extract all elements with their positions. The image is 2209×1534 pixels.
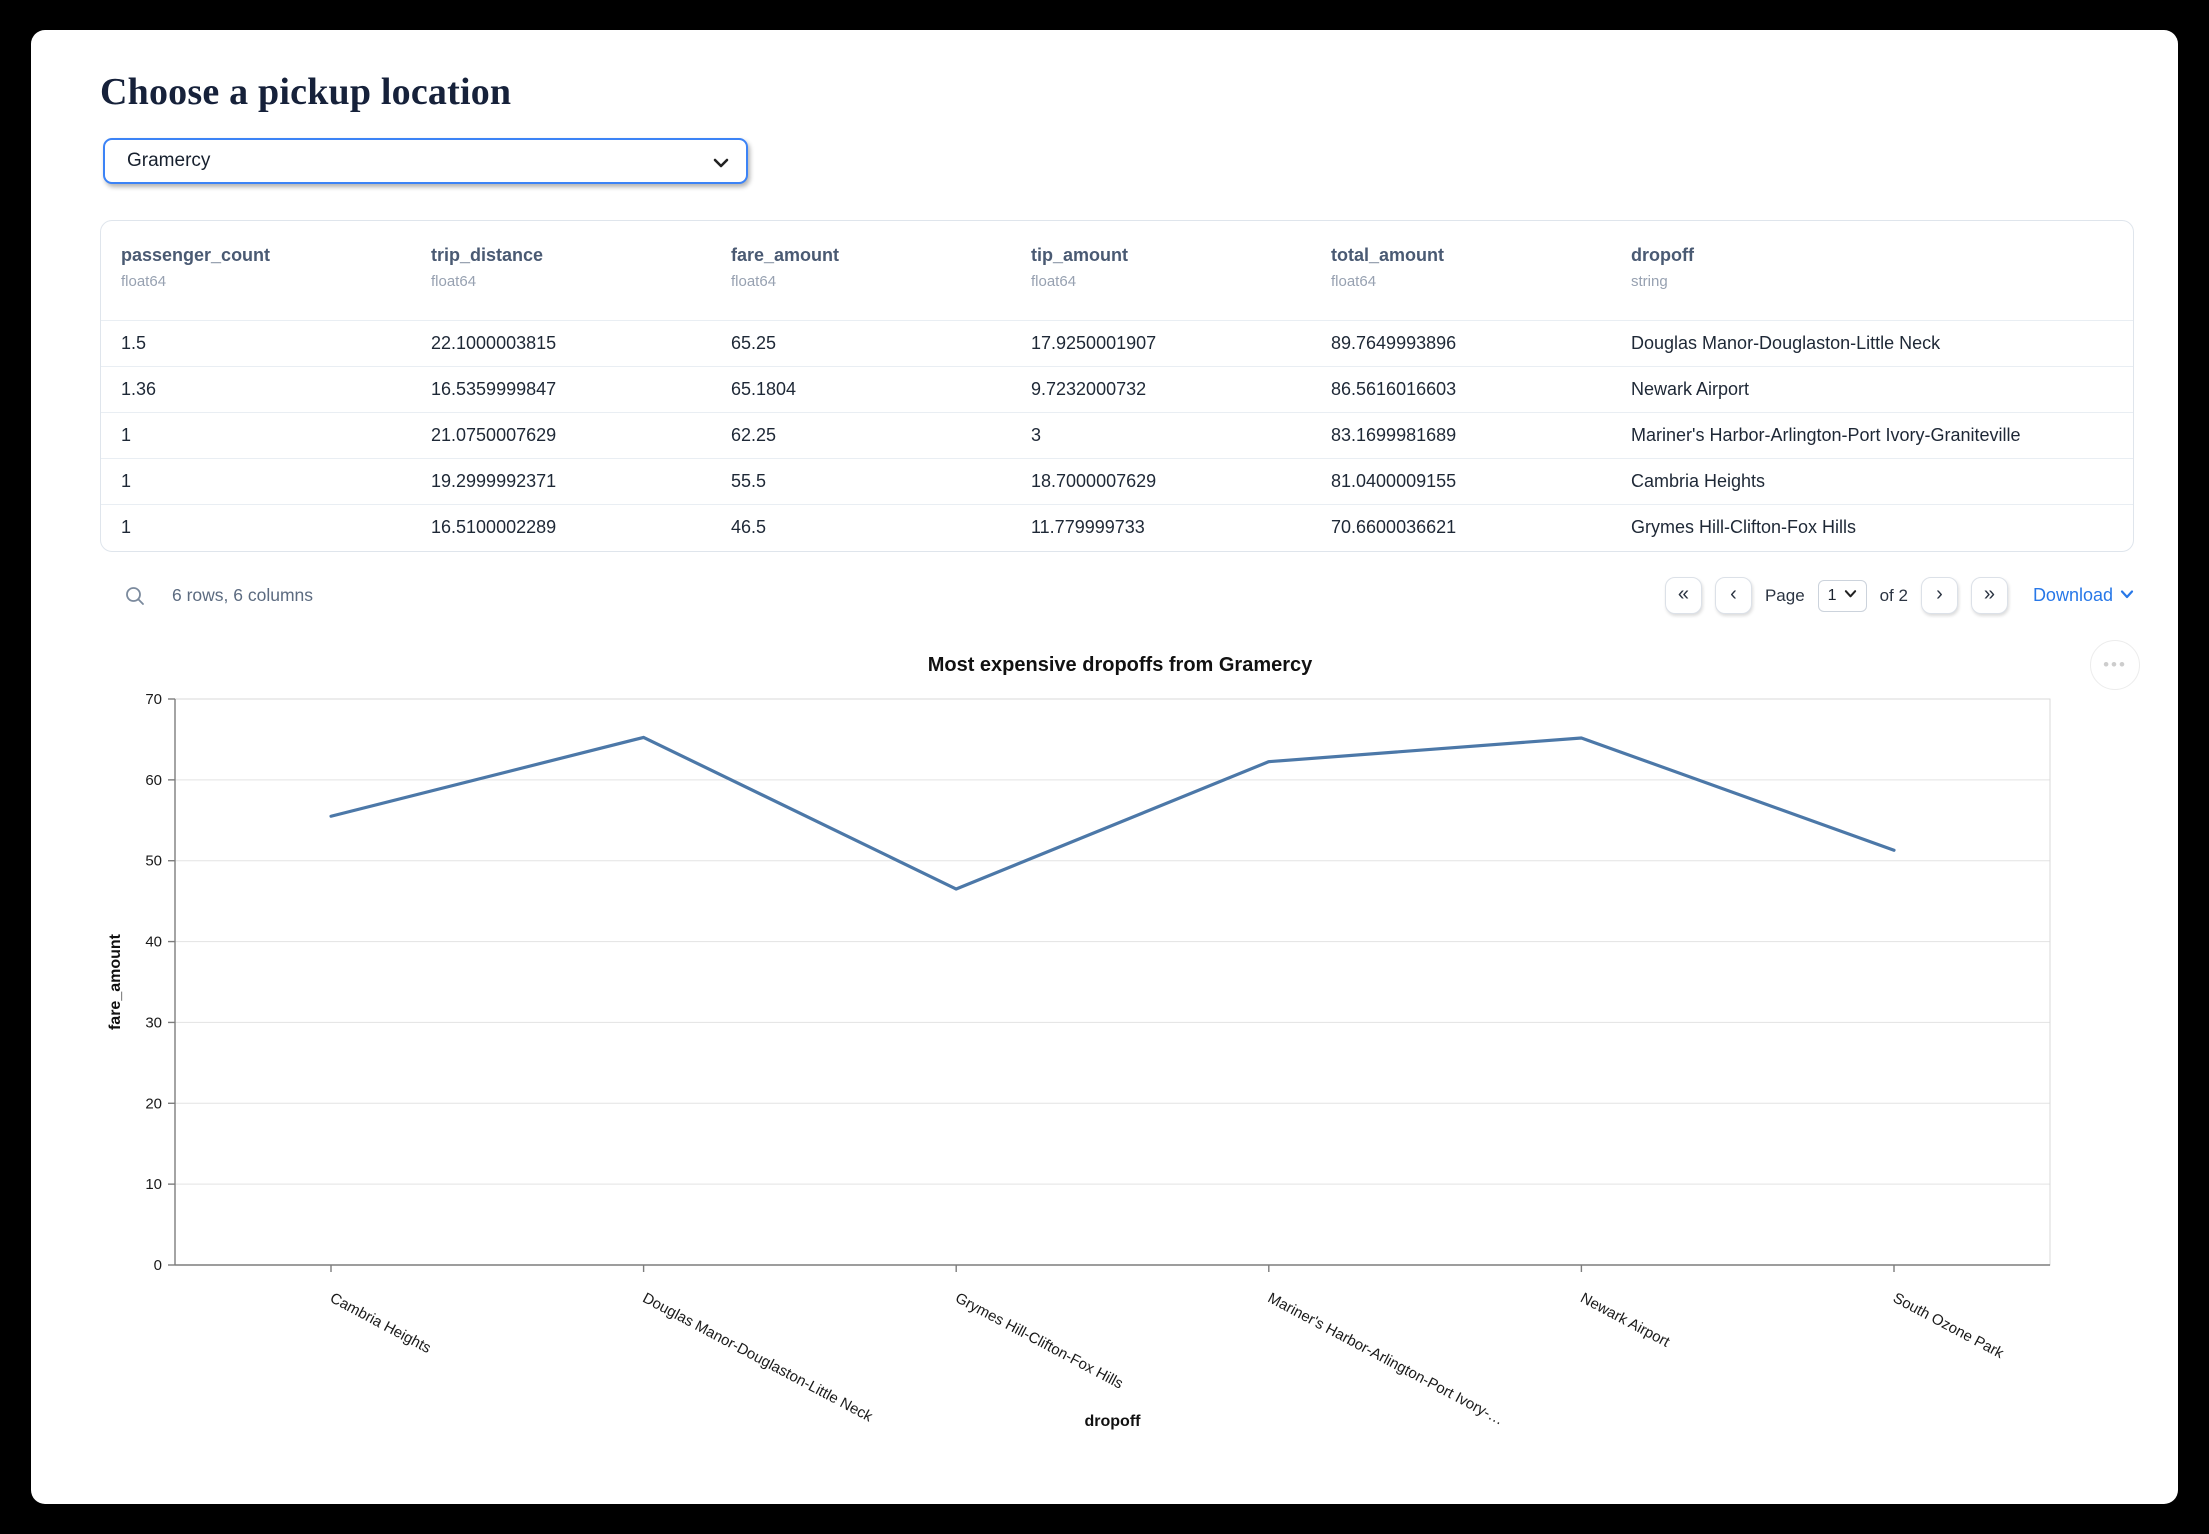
last-page-button[interactable]: »: [1970, 577, 2008, 614]
chart-section: Most expensive dropoffs from Gramercy ••…: [31, 639, 2178, 1472]
table-cell: Cambria Heights: [1631, 471, 1766, 491]
svg-text:Mariner's Harbor-Arlington-Por: Mariner's Harbor-Arlington-Port Ivory-…: [1265, 1289, 1507, 1428]
column-header-tip_amount[interactable]: tip_amount float64: [1011, 221, 1311, 321]
column-name: fare_amount: [731, 245, 840, 265]
svg-text:Douglas Manor-Douglaston-Littl: Douglas Manor-Douglaston-Little Neck: [640, 1289, 876, 1425]
table-cell: 1: [121, 471, 132, 491]
svg-text:40: 40: [145, 933, 162, 950]
table-row: 1.36 16.5359999847 65.1804 9.7232000732 86.5…: [101, 366, 2133, 413]
column-header-total_amount[interactable]: total_amount float64: [1311, 221, 1611, 321]
page-count-label: of 2: [1879, 585, 1908, 605]
column-header-fare_amount[interactable]: fare_amount float64: [711, 221, 1011, 321]
svg-text:10: 10: [145, 1176, 162, 1193]
table-body: 1.5 22.1000003815 65.25 17.9250001907 89.764…: [101, 320, 2133, 551]
table-row: 1 21.0750007629 62.25 3 83.1699981689 Mariner…: [101, 412, 2133, 459]
svg-text:Cambria Heights: Cambria Heights: [327, 1289, 434, 1356]
table-cell: 55.5: [731, 471, 767, 491]
column-dtype: float64: [731, 273, 777, 290]
table-cell: 21.0750007629: [431, 425, 557, 445]
prev-page-button[interactable]: ‹: [1714, 577, 1752, 614]
page-number-value: 1: [1827, 586, 1837, 604]
table-cell: 65.25: [731, 333, 777, 353]
table-cell: 62.25: [731, 425, 777, 445]
table-cell: 46.5: [731, 517, 767, 538]
table-cell: 1.36: [121, 379, 157, 399]
column-dtype: string: [1631, 273, 1668, 290]
table-cell: 86.5616016603: [1331, 379, 1457, 399]
next-page-button[interactable]: ›: [1920, 577, 1958, 614]
app-card: Choose a pickup location Gramercy passen…: [31, 30, 2178, 1504]
search-icon[interactable]: [124, 585, 146, 607]
pickup-location-value: Gramercy: [127, 150, 211, 171]
svg-text:Newark Airport: Newark Airport: [1578, 1289, 1674, 1351]
page-number-select[interactable]: 1: [1817, 579, 1867, 612]
table-cell: Douglas Manor-Douglaston-Little Neck: [1631, 333, 1941, 353]
svg-text:60: 60: [145, 771, 162, 788]
table-row: 1 19.2999992371 55.5 18.7000007629 81.040000…: [101, 458, 2133, 505]
svg-text:dropoff: dropoff: [1085, 1413, 1142, 1430]
download-button[interactable]: Download: [2033, 585, 2134, 606]
column-name: dropoff: [1631, 245, 1694, 265]
column-name: total_amount: [1331, 245, 1445, 265]
svg-text:fare_amount: fare_amount: [107, 933, 124, 1030]
table-cell: 83.1699981689: [1331, 425, 1457, 445]
table-cell: 9.7232000732: [1031, 379, 1147, 399]
column-dtype: float64: [121, 273, 167, 290]
column-dtype: float64: [1331, 273, 1377, 290]
page-label: Page: [1764, 585, 1805, 605]
column-dtype: float64: [431, 273, 477, 290]
table-cell: 1: [121, 517, 132, 538]
table-cell: 65.1804: [731, 379, 797, 399]
svg-text:Grymes Hill-Clifton-Fox Hills: Grymes Hill-Clifton-Fox Hills: [952, 1289, 1126, 1392]
download-label: Download: [2032, 585, 2113, 605]
table-cell: 89.7649993896: [1331, 333, 1457, 353]
chart-more-options-icon[interactable]: •••: [2090, 639, 2140, 690]
table-cell: Grymes Hill-Clifton-Fox Hills: [1631, 517, 1857, 538]
column-header-passenger_count[interactable]: passenger_count float64: [101, 221, 411, 321]
table-cell: 16.5100002289: [431, 517, 557, 538]
column-dtype: float64: [1031, 273, 1077, 290]
svg-text:70: 70: [145, 691, 162, 708]
table-cell: 18.7000007629: [1031, 471, 1157, 491]
line-chart: 0 10 20 30 40 50 60 70 Cambria Heights Douglas Ma…: [107, 691, 2051, 1430]
table-cell: 17.9250001907: [1031, 333, 1157, 353]
table-cell: 70.6600036621: [1331, 517, 1457, 538]
svg-text:20: 20: [145, 1095, 162, 1112]
chevron-down-icon: [2120, 585, 2134, 606]
column-name: tip_amount: [1031, 245, 1128, 265]
column-header-dropoff[interactable]: dropoff string: [1611, 221, 2133, 321]
table-cell: 16.5359999847: [431, 379, 557, 399]
pickup-location-select[interactable]: Gramercy: [103, 138, 748, 184]
page-title: Choose a pickup location: [100, 71, 512, 113]
table-cell: 1.5: [121, 333, 147, 353]
table-footer: 6 rows, 6 columns « ‹ Page 1 of 2 › » Do…: [100, 574, 2134, 618]
svg-text:South Ozone Park: South Ozone Park: [1890, 1289, 2007, 1362]
svg-text:50: 50: [145, 852, 162, 869]
row-column-summary: 6 rows, 6 columns: [172, 585, 314, 605]
chevron-down-icon: [1844, 587, 1857, 605]
column-header-trip_distance[interactable]: trip_distance float64: [411, 221, 711, 321]
column-name: trip_distance: [431, 245, 544, 265]
chart-title: Most expensive dropoffs from Gramercy: [927, 653, 1313, 676]
column-name: passenger_count: [121, 245, 271, 265]
svg-text:30: 30: [145, 1014, 162, 1031]
table-cell: 19.2999992371: [431, 471, 557, 491]
table-cell: 11.779999733: [1031, 517, 1145, 538]
table-cell: Newark Airport: [1631, 379, 1750, 399]
table-cell: 1: [121, 425, 132, 445]
first-page-button[interactable]: «: [1664, 577, 1702, 614]
pagination: « ‹ Page 1 of 2 › » Download: [1664, 577, 2134, 614]
table-cell: Mariner's Harbor-Arlington-Port Ivory-Gr…: [1631, 425, 2021, 445]
table-row: 1.5 22.1000003815 65.25 17.9250001907 89.764…: [101, 320, 2133, 367]
table-cell: 3: [1031, 425, 1042, 445]
svg-text:0: 0: [154, 1257, 162, 1274]
table-cell: 22.1000003815: [431, 333, 557, 353]
table-row: 1 16.5100002289 46.5 11.779999733 70.6600036…: [101, 504, 2133, 551]
table-cell: 81.0400009155: [1331, 471, 1457, 491]
